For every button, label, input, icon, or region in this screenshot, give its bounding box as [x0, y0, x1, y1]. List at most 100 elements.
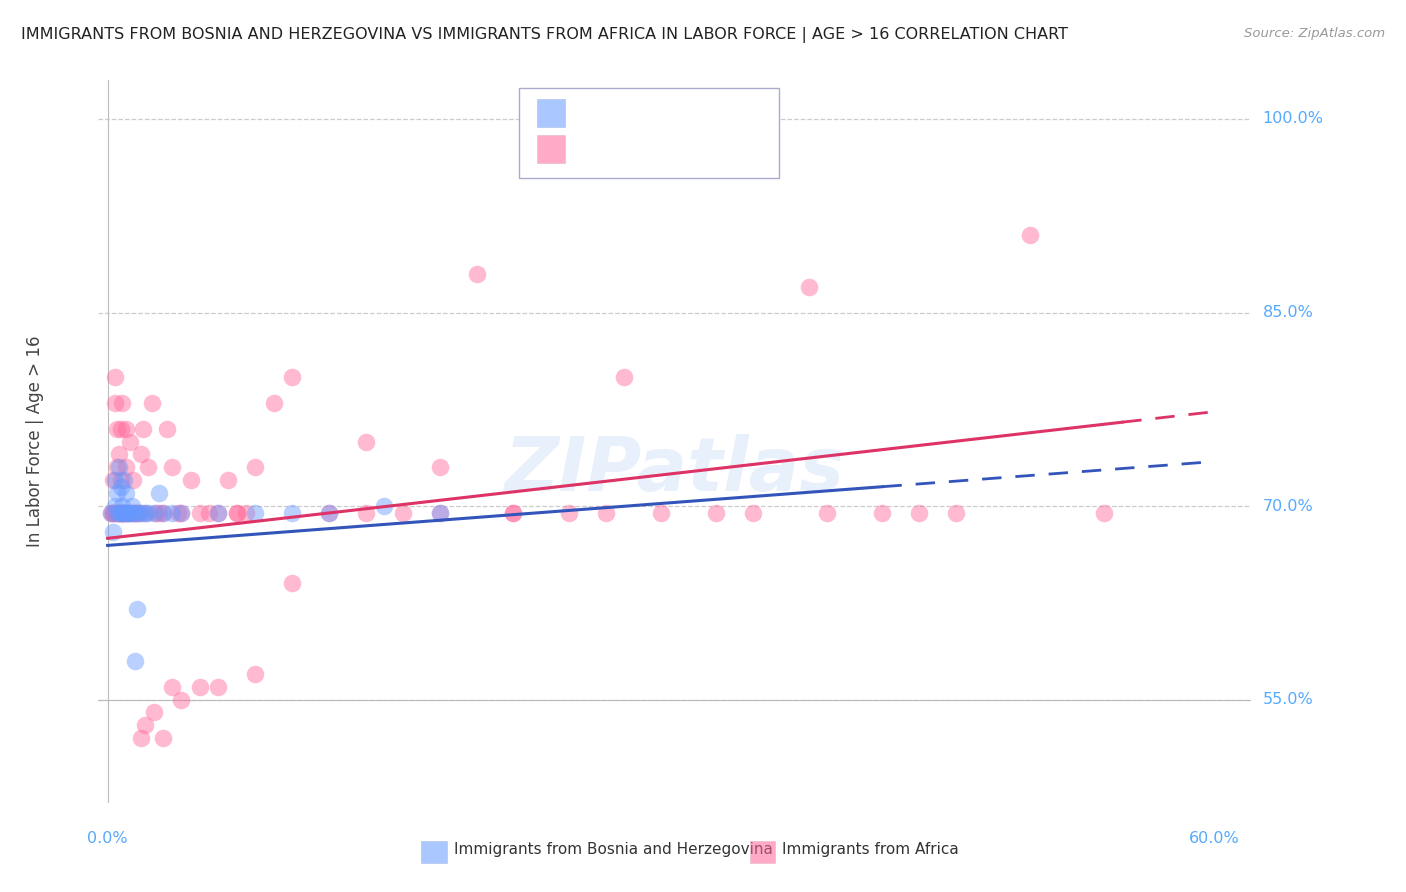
Point: [207, 506, 229, 520]
Point: [136, 460, 159, 475]
Point: [908, 506, 931, 520]
Point: [115, 486, 138, 500]
Point: [148, 506, 170, 520]
Point: [207, 680, 229, 694]
Point: [1092, 506, 1115, 520]
Point: [110, 506, 132, 520]
Point: [281, 506, 304, 520]
Point: [127, 506, 149, 520]
Point: [742, 506, 765, 520]
Point: [429, 506, 451, 520]
Point: [110, 422, 132, 436]
Point: [124, 506, 146, 520]
Point: [706, 506, 728, 520]
Point: [104, 499, 127, 513]
Point: [121, 499, 143, 513]
Point: [118, 434, 141, 449]
Point: [129, 506, 152, 520]
Point: [122, 473, 145, 487]
Text: Immigrants from Africa: Immigrants from Africa: [782, 842, 959, 857]
Point: [354, 434, 377, 449]
Point: [207, 506, 229, 520]
Text: ZIPatlas: ZIPatlas: [505, 434, 845, 507]
Point: [111, 499, 134, 513]
Point: [100, 506, 122, 520]
Point: [111, 506, 134, 520]
Point: [225, 506, 247, 520]
Text: 0.0%: 0.0%: [87, 830, 128, 846]
Point: [115, 422, 138, 436]
Point: [121, 506, 143, 520]
Text: In Labor Force | Age > 16: In Labor Force | Age > 16: [25, 335, 44, 548]
Text: Source: ZipAtlas.com: Source: ZipAtlas.com: [1244, 27, 1385, 40]
Point: [105, 486, 128, 500]
FancyBboxPatch shape: [422, 841, 447, 863]
Point: [595, 506, 617, 520]
FancyBboxPatch shape: [537, 136, 565, 162]
Point: [100, 506, 122, 520]
Point: [115, 460, 138, 475]
Point: [152, 731, 174, 746]
Point: [141, 396, 163, 410]
Point: [134, 506, 156, 520]
Point: [354, 506, 377, 520]
Text: IMMIGRANTS FROM BOSNIA AND HERZEGOVINA VS IMMIGRANTS FROM AFRICA IN LABOR FORCE : IMMIGRANTS FROM BOSNIA AND HERZEGOVINA V…: [21, 27, 1069, 43]
Point: [136, 506, 159, 520]
Point: [124, 654, 146, 668]
Point: [128, 506, 150, 520]
Point: [180, 473, 202, 487]
Point: [160, 506, 183, 520]
Point: [112, 506, 135, 520]
Point: [1019, 228, 1042, 243]
Text: 85.0%: 85.0%: [1263, 305, 1313, 320]
Point: [281, 370, 304, 384]
Point: [104, 473, 127, 487]
Point: [124, 506, 146, 520]
Point: [198, 506, 221, 520]
Point: [115, 506, 138, 520]
Text: Immigrants from Bosnia and Herzegovina: Immigrants from Bosnia and Herzegovina: [454, 842, 772, 857]
Point: [111, 506, 134, 520]
Point: [872, 506, 894, 520]
Point: [373, 499, 395, 513]
Point: [170, 692, 193, 706]
Text: R = 0.231   N = 88: R = 0.231 N = 88: [579, 140, 749, 158]
Point: [225, 506, 247, 520]
Point: [170, 506, 193, 520]
Point: [148, 486, 170, 500]
Text: 55.0%: 55.0%: [1263, 692, 1313, 707]
Point: [124, 506, 146, 520]
Point: [104, 370, 127, 384]
Point: [318, 506, 340, 520]
Point: [118, 506, 141, 520]
Point: [188, 506, 211, 520]
Point: [797, 279, 820, 293]
Point: [110, 506, 132, 520]
Point: [245, 460, 267, 475]
Point: [101, 506, 124, 520]
Point: [101, 524, 124, 539]
Point: [101, 506, 124, 520]
Point: [107, 460, 129, 475]
Text: R = 0.149   N = 39: R = 0.149 N = 39: [579, 103, 737, 122]
Point: [112, 473, 135, 487]
Point: [111, 506, 134, 520]
Point: [142, 506, 165, 520]
Point: [281, 576, 304, 591]
Point: [117, 506, 139, 520]
Point: [502, 506, 524, 520]
Point: [156, 422, 179, 436]
Text: 70.0%: 70.0%: [1263, 499, 1313, 514]
Point: [101, 473, 124, 487]
Point: [502, 506, 524, 520]
Point: [429, 460, 451, 475]
Point: [465, 267, 488, 281]
Point: [110, 480, 132, 494]
Point: [145, 506, 167, 520]
Point: [263, 396, 285, 410]
Point: [105, 460, 128, 475]
Point: [134, 506, 156, 520]
Point: [104, 506, 127, 520]
Point: [118, 506, 141, 520]
Point: [613, 370, 636, 384]
